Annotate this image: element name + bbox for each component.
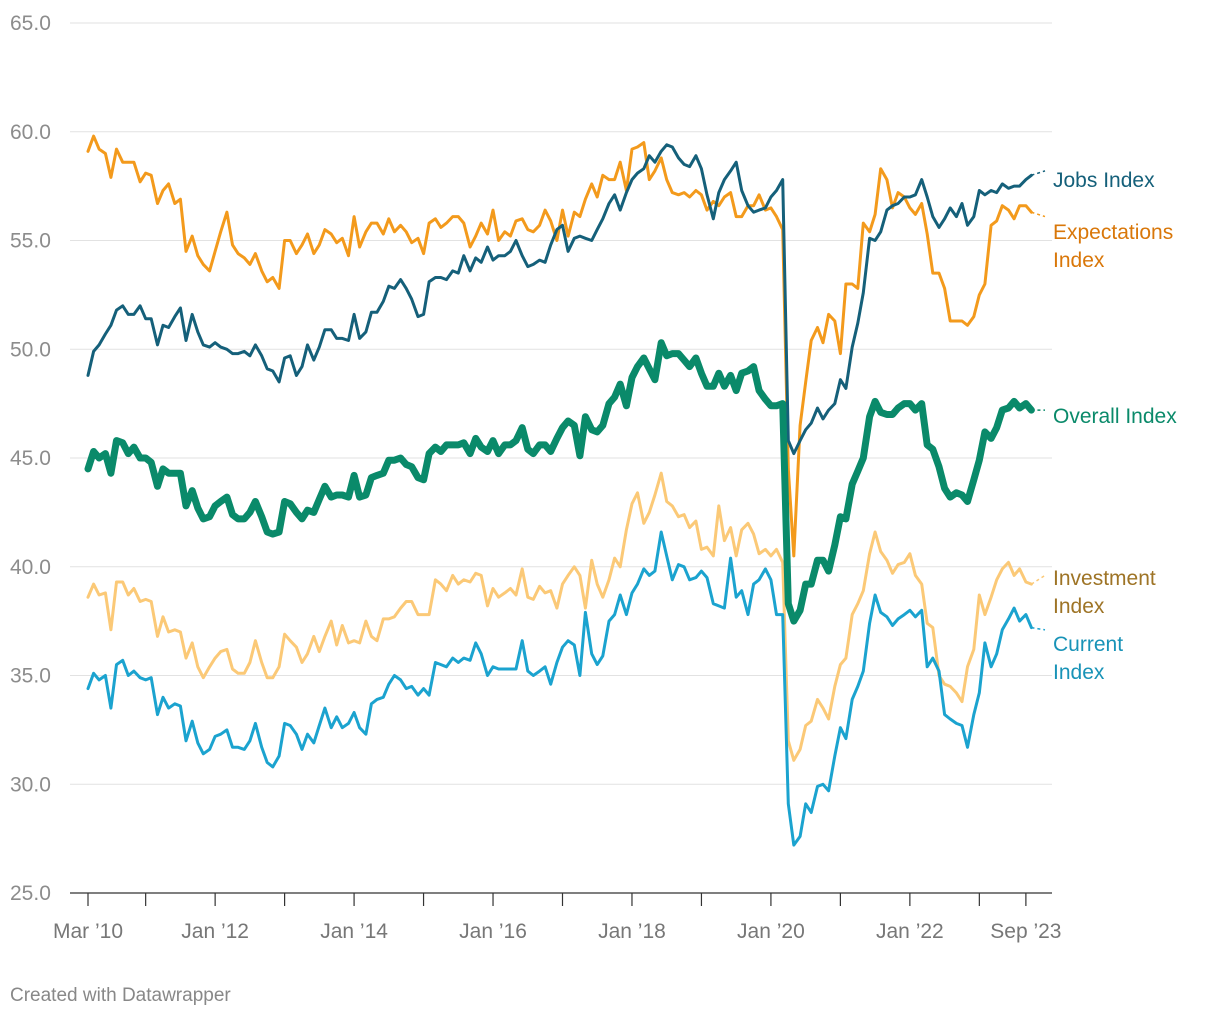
jobs-index-label: Jobs Index xyxy=(1053,169,1155,192)
y-tick-label: 65.0 xyxy=(10,12,51,35)
investment-index-leader xyxy=(1031,574,1046,585)
y-tick-label: 35.0 xyxy=(10,665,51,688)
x-tick-label: Jan ’20 xyxy=(737,920,805,943)
x-tick-label: Jan ’18 xyxy=(598,920,666,943)
expectations-index-line xyxy=(86,134,1033,558)
grid-lines xyxy=(70,22,1052,894)
current-index-leader xyxy=(1031,626,1046,631)
overall-index-line xyxy=(84,339,1035,625)
datawrapper-credit: Created with Datawrapper xyxy=(10,985,231,1006)
x-tick-label: Jan ’22 xyxy=(876,920,944,943)
current-index-label: Current xyxy=(1053,633,1123,656)
overall-index-label: Overall Index xyxy=(1053,405,1177,428)
y-tick-label: 25.0 xyxy=(10,882,51,905)
x-tick-label: Mar ’10 xyxy=(53,920,123,943)
investment-index-label: Investment xyxy=(1053,567,1156,590)
y-tick-label: 40.0 xyxy=(10,556,51,579)
y-tick-label: 55.0 xyxy=(10,230,51,253)
jobs-index-leader xyxy=(1031,170,1046,176)
x-axis: Mar ’10 Jan ’12 Jan ’14 Jan ’16 Jan ’18 Jan ’… xyxy=(53,893,1062,943)
y-tick-label: 50.0 xyxy=(10,338,51,361)
x-tick-label: Jan ’12 xyxy=(181,920,249,943)
y-axis-tick-labels: 25.0 30.0 35.0 40.0 45.0 50.0 55.0 60.0 65.0 xyxy=(10,12,51,905)
y-tick-label: 30.0 xyxy=(10,773,51,796)
y-tick-label: 60.0 xyxy=(10,121,51,144)
expectations-index-label: Index xyxy=(1053,249,1105,272)
jobs-index-line xyxy=(86,143,1033,456)
x-tick-label: Jan ’14 xyxy=(320,920,388,943)
series-labels: Jobs Index Expectations Index Overall Index… xyxy=(1053,169,1177,684)
expectations-index-label: Expectations xyxy=(1053,221,1173,244)
y-tick-label: 45.0 xyxy=(10,447,51,470)
current-index-label: Index xyxy=(1053,661,1105,684)
expectations-index-leader xyxy=(1031,211,1046,218)
x-tick-label: Sep ’23 xyxy=(990,920,1061,943)
x-tick-label: Jan ’16 xyxy=(459,920,527,943)
investment-index-label: Index xyxy=(1053,595,1105,618)
series-lines xyxy=(84,134,1046,847)
investment-index-line xyxy=(86,471,1033,762)
current-index-line xyxy=(86,530,1033,847)
